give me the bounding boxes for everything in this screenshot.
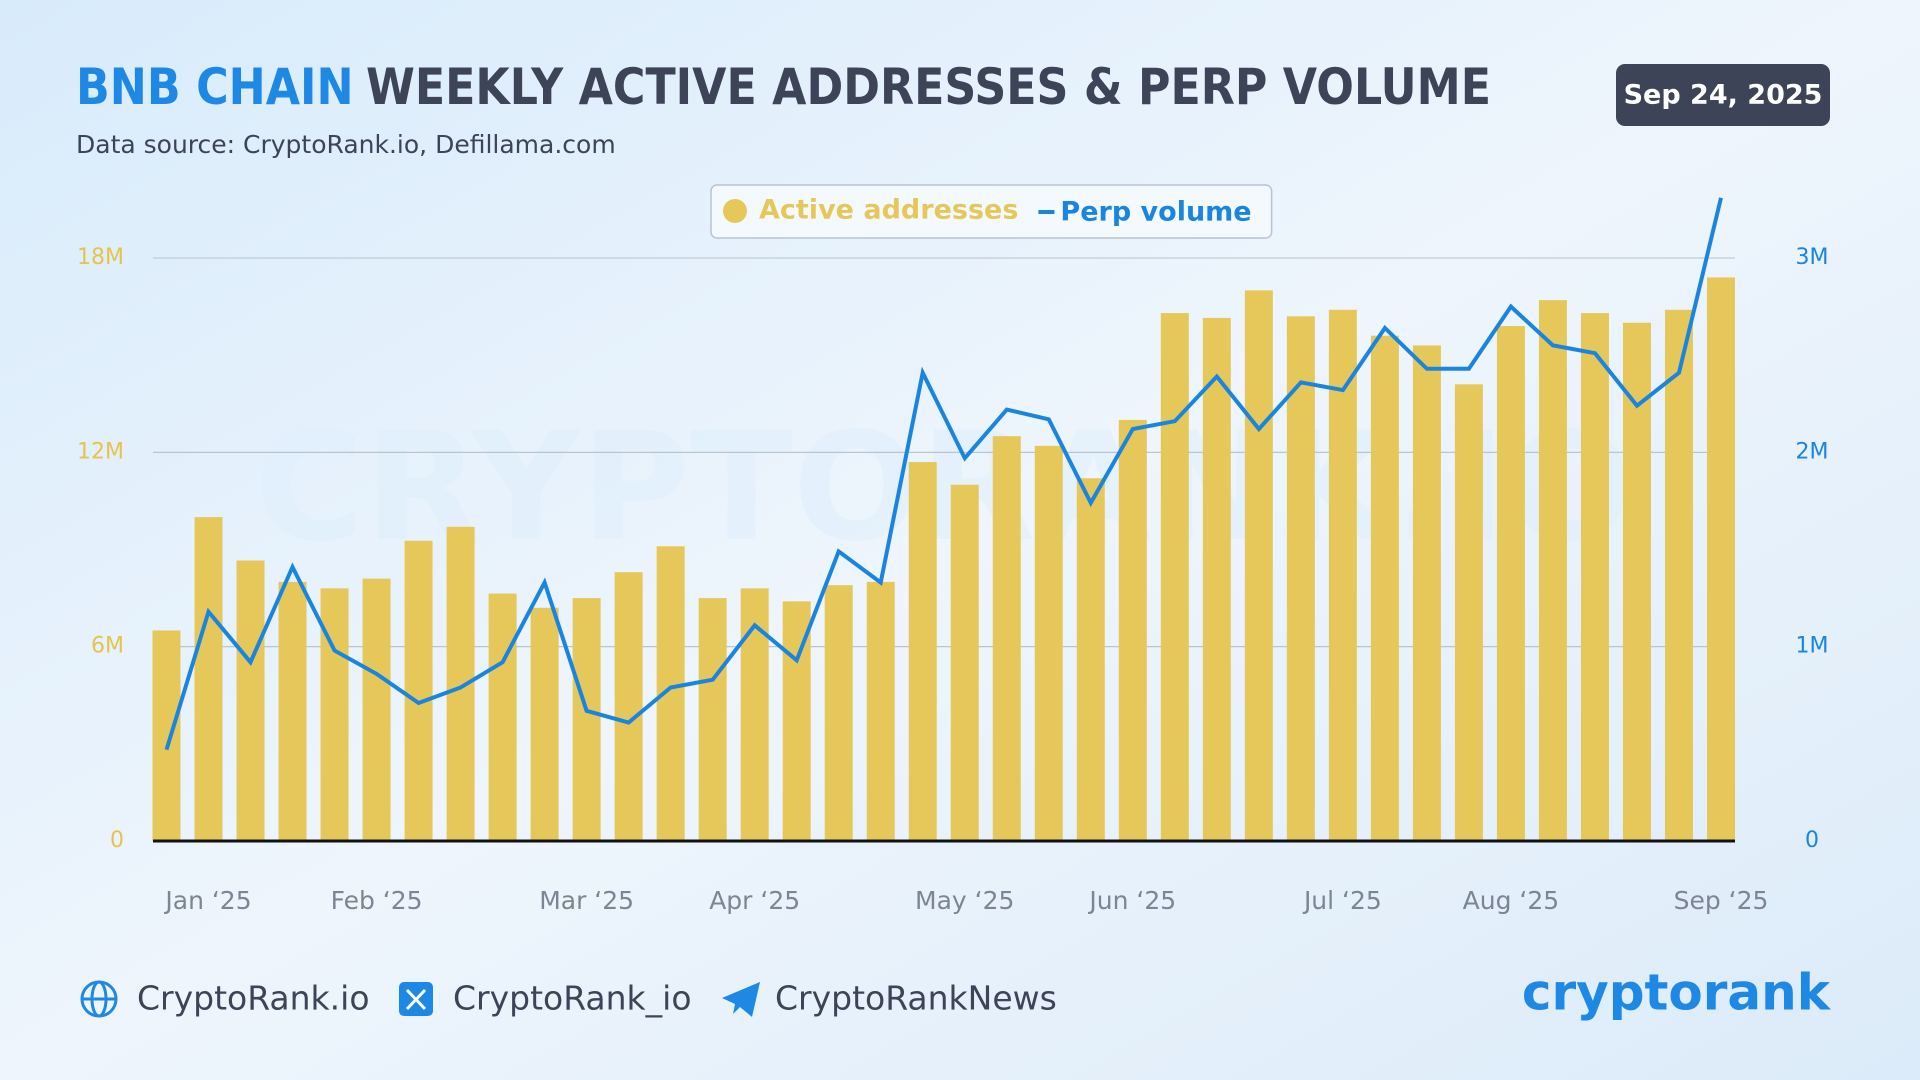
title-highlight: BNB CHAIN [76,58,354,116]
bar [1580,313,1609,841]
x-tick-label: Feb ‘25 [331,886,423,915]
x-tick-label: Apr ‘25 [709,886,800,915]
subtitle: Data source: CryptoRank.io, Defillama.co… [76,130,616,159]
x-tick-label: Jan ‘25 [163,886,251,915]
bar [950,484,979,841]
bar [488,593,517,841]
line [164,197,1723,751]
bar [404,540,433,841]
bar [1664,309,1693,841]
legend: Active addresses Perp volume [710,184,1273,239]
bar [1160,313,1189,841]
bar [1202,317,1231,841]
telegram-icon [722,982,760,1017]
legend-box [710,184,1273,239]
bar [152,630,181,841]
footer-link[interactable]: CryptoRank.io [137,979,370,1018]
legend-label: Perp volume [1060,197,1251,228]
bar [194,517,223,841]
bar [572,598,601,841]
legend-marker [723,199,747,223]
footer-link[interactable]: CryptoRank_io [453,979,692,1018]
bar [320,588,349,841]
plot: 0 6M 12M 18M 0 1M 2M 3M Jan ‘25 Feb ‘25 Mar ‘25 Apr… [77,197,1829,915]
date-badge [1616,64,1830,126]
bar [1622,322,1651,841]
watermark: CRYPTORANK.IO [254,401,1633,575]
x-icon-mark [405,988,427,1011]
y2-tick-label: 0 [1805,828,1819,853]
bar [1538,300,1567,841]
bar [530,607,559,841]
globe-icon [80,980,118,1018]
bar [362,578,391,841]
bar [614,572,643,841]
x-tick-label: Aug ‘25 [1463,886,1560,915]
date: Sep 24, 2025 [1624,80,1823,111]
bar [824,585,853,841]
x-tick-label: Jul ‘25 [1302,886,1382,915]
bar [1370,335,1399,841]
y2-tick-label: 1M [1796,634,1829,659]
bar [1328,309,1357,841]
bar [1244,290,1273,841]
y2-tick-label: 3M [1796,245,1829,270]
bar [236,560,265,841]
bar [1496,326,1525,841]
bar [1118,419,1147,841]
footer-link[interactable]: CryptoRankNews [775,979,1057,1018]
y-tick-label: 0 [110,828,124,853]
logo: cryptorank [1522,964,1832,1022]
x-tick-label: May ‘25 [915,886,1014,915]
legend-label: Active addresses [759,195,1018,226]
x-tick-label: Sep ‘25 [1674,886,1769,915]
bar [1707,277,1735,841]
bar [1412,345,1441,841]
bar [698,598,727,841]
y2-tick-label: 2M [1796,439,1829,464]
bar [908,462,937,841]
footer: CryptoRank.io CryptoRank_io CryptoRankNe… [80,964,1832,1022]
chart-title: BNB CHAINWEEKLY ACTIVE ADDRESSES & PERP … [76,58,1491,116]
x-tick-label: Jun ‘25 [1087,886,1176,915]
y-tick-label: 18M [77,245,124,270]
bar [1034,445,1063,841]
bar [866,581,895,841]
y-tick-label: 6M [91,634,124,659]
bar [992,436,1021,841]
bar [1076,478,1105,841]
bar [1286,316,1315,841]
bar [278,581,307,841]
title-main: WEEKLY ACTIVE ADDRESSES & PERP VOLUME [366,58,1491,116]
x-tick-label: Mar ‘25 [539,886,634,915]
bar [1454,384,1483,841]
y-tick-label: 12M [77,439,124,464]
